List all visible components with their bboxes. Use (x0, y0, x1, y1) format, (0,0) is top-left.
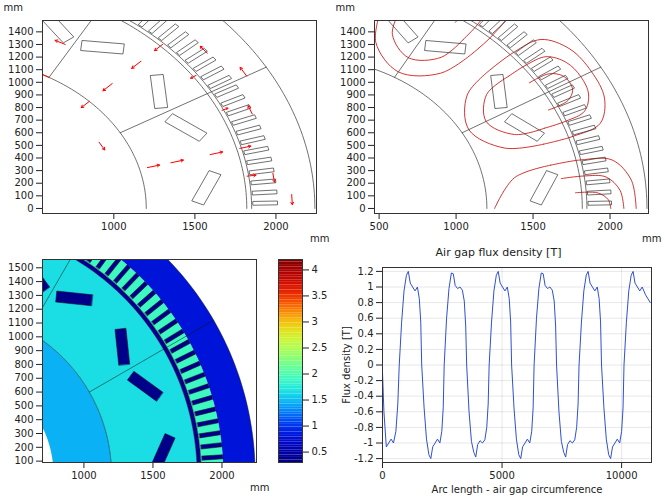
svg-text:1400: 1400 (8, 276, 33, 287)
svg-text:1500: 1500 (182, 221, 207, 232)
svg-text:300: 300 (14, 165, 33, 176)
svg-text:700: 700 (346, 114, 365, 125)
svg-text:4: 4 (312, 264, 318, 275)
svg-text:1300: 1300 (340, 39, 365, 50)
svg-text:900: 900 (14, 345, 33, 356)
svg-text:1300: 1300 (8, 39, 33, 50)
svg-text:100: 100 (346, 190, 365, 201)
svg-text:mm: mm (642, 233, 661, 244)
svg-text:1300: 1300 (8, 290, 33, 301)
svg-text:1000: 1000 (71, 470, 96, 481)
svg-text:300: 300 (14, 428, 33, 439)
svg-text:1000: 1000 (340, 77, 365, 88)
svg-text:1.2: 1.2 (358, 266, 374, 277)
svg-text:1.5: 1.5 (312, 394, 328, 405)
svg-text:300: 300 (346, 165, 365, 176)
svg-text:2: 2 (312, 368, 318, 379)
svg-text:1000: 1000 (101, 221, 126, 232)
html-text:Air gap flux density [T]: Air gap flux density [T] (435, 246, 562, 259)
svg-text:400: 400 (14, 152, 33, 163)
svg-text:-1: -1 (364, 437, 374, 448)
svg-text:0.6: 0.6 (358, 312, 374, 323)
svg-text:mm: mm (310, 233, 329, 244)
svg-text:0: 0 (367, 359, 373, 370)
svg-text:10000: 10000 (606, 470, 638, 481)
svg-text:1200: 1200 (340, 51, 365, 62)
svg-text:900: 900 (346, 89, 365, 100)
svg-text:700: 700 (14, 372, 33, 383)
svg-text:200: 200 (14, 177, 33, 188)
svg-text:mm: mm (4, 2, 23, 13)
svg-text:200: 200 (14, 442, 33, 453)
svg-text:mm: mm (250, 482, 269, 493)
svg-text:700: 700 (14, 114, 33, 125)
svg-text:Flux density [T]: Flux density [T] (341, 326, 352, 404)
svg-text:mm: mm (336, 2, 355, 13)
svg-text:0.2: 0.2 (358, 344, 374, 355)
svg-text:1000: 1000 (443, 221, 468, 232)
svg-text:400: 400 (346, 152, 365, 163)
svg-text:-0.4: -0.4 (354, 390, 374, 401)
svg-text:1: 1 (367, 281, 373, 292)
svg-text:500: 500 (14, 140, 33, 151)
svg-text:800: 800 (14, 102, 33, 113)
svg-text:Arc length - air gap circumfer: Arc length - air gap circumference (432, 484, 603, 495)
svg-text:3.5: 3.5 (312, 290, 328, 301)
svg-text:0.8: 0.8 (358, 297, 374, 308)
svg-text:-1.2: -1.2 (354, 453, 374, 464)
svg-text:1500: 1500 (140, 470, 165, 481)
svg-text:0: 0 (359, 203, 365, 214)
svg-text:600: 600 (14, 127, 33, 138)
svg-text:400: 400 (14, 414, 33, 425)
svg-text:1100: 1100 (8, 317, 33, 328)
svg-text:5000: 5000 (489, 470, 514, 481)
svg-text:500: 500 (370, 221, 389, 232)
svg-text:-0.8: -0.8 (354, 422, 374, 433)
svg-text:1000: 1000 (8, 331, 33, 342)
svg-text:1100: 1100 (340, 64, 365, 75)
svg-text:100: 100 (14, 455, 33, 466)
svg-text:100: 100 (14, 190, 33, 201)
svg-text:600: 600 (346, 127, 365, 138)
svg-text:0.5: 0.5 (312, 446, 328, 457)
svg-text:0: 0 (379, 470, 385, 481)
svg-text:2000: 2000 (209, 470, 234, 481)
svg-text:1200: 1200 (8, 51, 33, 62)
svg-text:3: 3 (312, 316, 318, 327)
svg-text:1500: 1500 (8, 262, 33, 273)
svg-text:600: 600 (14, 386, 33, 397)
svg-text:2.5: 2.5 (312, 342, 328, 353)
svg-text:2000: 2000 (597, 221, 622, 232)
svg-text:1400: 1400 (8, 26, 33, 37)
svg-text:1100: 1100 (8, 64, 33, 75)
svg-text:2000: 2000 (263, 221, 288, 232)
svg-text:-0.6: -0.6 (354, 406, 374, 417)
svg-text:900: 900 (14, 89, 33, 100)
svg-text:800: 800 (346, 102, 365, 113)
svg-text:500: 500 (14, 400, 33, 411)
svg-text:1200: 1200 (8, 303, 33, 314)
svg-text:-0.2: -0.2 (354, 375, 374, 386)
svg-text:1500: 1500 (520, 221, 545, 232)
svg-text:200: 200 (346, 177, 365, 188)
svg-text:1000: 1000 (8, 77, 33, 88)
svg-text:1: 1 (312, 420, 318, 431)
svg-text:1400: 1400 (340, 26, 365, 37)
svg-text:800: 800 (14, 359, 33, 370)
svg-text:0.4: 0.4 (358, 328, 374, 339)
svg-text:0: 0 (27, 203, 33, 214)
svg-text:500: 500 (346, 140, 365, 151)
